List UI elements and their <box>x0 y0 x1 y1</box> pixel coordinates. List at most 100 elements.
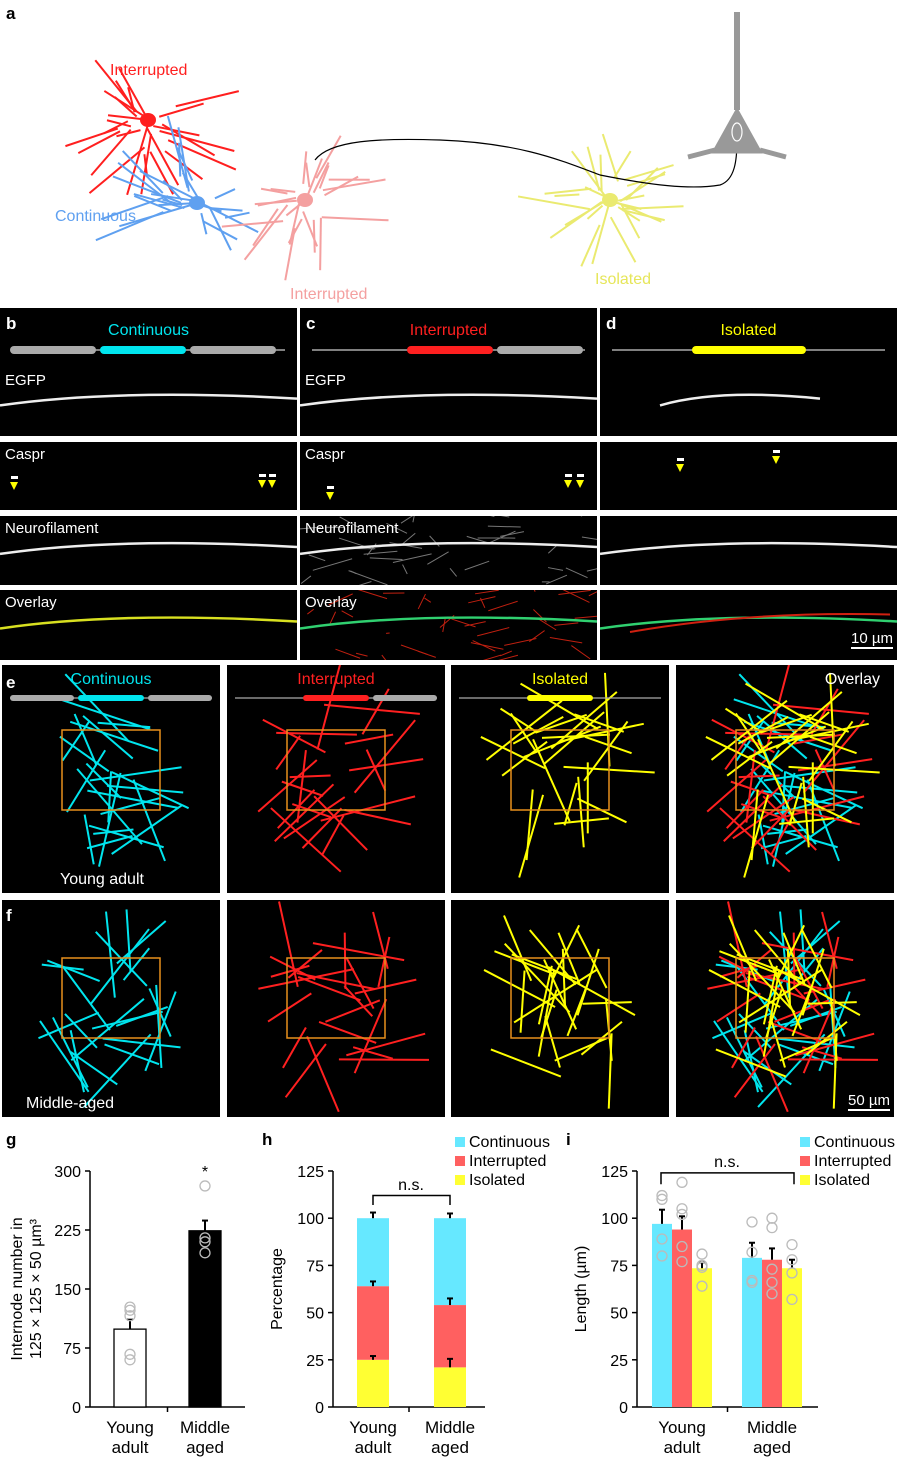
bar <box>188 1230 222 1408</box>
internode-trace <box>66 749 107 813</box>
internode-trace <box>738 968 824 1024</box>
internode-trace <box>345 956 375 1010</box>
significance-marker: * <box>202 1164 208 1181</box>
internode-trace <box>282 1026 307 1069</box>
internode-trace <box>320 795 416 822</box>
channel-label: Overlay <box>305 594 357 611</box>
internode-trace <box>732 796 795 840</box>
internode-trace <box>537 969 556 1057</box>
internode-trace <box>313 795 368 851</box>
internode-segment <box>527 695 593 701</box>
data-point <box>696 1280 708 1292</box>
internode-trace <box>728 915 758 982</box>
internode-trace <box>312 942 405 962</box>
legend-entry: Continuous <box>814 1134 895 1151</box>
data-point <box>766 1263 778 1275</box>
x-tick-label: adult <box>355 1438 392 1457</box>
data-point <box>766 1221 778 1234</box>
internode-trace <box>559 722 644 743</box>
x-tick-label: aged <box>431 1438 469 1457</box>
data-point <box>786 1293 798 1306</box>
bar-interrupted <box>762 1259 782 1407</box>
internode-trace <box>537 965 553 1025</box>
internode-trace <box>733 1043 776 1098</box>
internode-trace <box>582 1001 632 1005</box>
internode-trace <box>761 789 853 810</box>
arrowhead-icon <box>676 464 684 472</box>
internode-trace <box>93 828 134 835</box>
data-point <box>199 1232 211 1244</box>
internode-trace <box>787 1058 878 1061</box>
tracing-title-overlay: Overlay <box>824 671 880 688</box>
significance-label: n.s. <box>398 1177 424 1194</box>
internode-trace <box>743 794 770 878</box>
y-tick-label: 0 <box>72 1400 81 1417</box>
internode-trace <box>82 715 134 760</box>
oligodendrocyte-interrupted-bottom <box>221 135 389 281</box>
internode-trace <box>826 936 840 988</box>
internode-trace <box>344 733 394 745</box>
legend-swatch <box>800 1137 810 1147</box>
neuron-diagram: Interrupted Continuous Interrupted Isola… <box>55 12 787 303</box>
internode-segment <box>100 346 186 354</box>
micrograph-isolated-caspr <box>600 442 897 510</box>
data-point <box>124 1354 136 1366</box>
roi-box <box>61 729 161 811</box>
internode-trace <box>778 1043 834 1066</box>
x-tick-label: adult <box>112 1438 149 1457</box>
internode-trace <box>809 735 857 755</box>
arrowhead-icon <box>326 492 334 500</box>
data-point <box>766 1212 778 1224</box>
data-point <box>676 1176 688 1188</box>
x-tick-label: adult <box>664 1438 701 1457</box>
internode-trace <box>86 834 133 850</box>
data-point <box>656 1233 668 1245</box>
micrograph-isolated-neurofilament <box>600 516 897 585</box>
internode-segment <box>303 695 369 701</box>
y-tick-label: 100 <box>297 1211 324 1228</box>
internode-trace <box>768 959 803 1030</box>
internode-trace <box>730 780 773 797</box>
internode-segment <box>373 695 437 701</box>
internode-trace <box>125 909 132 972</box>
internode-trace <box>807 1001 857 1005</box>
internode-trace <box>83 814 95 865</box>
data-point <box>199 1247 211 1259</box>
channel-label: Neurofilament <box>5 520 99 537</box>
internode-trace <box>750 807 792 849</box>
internode-trace <box>762 824 838 849</box>
micrograph-interrupted-egfp: EGFP <box>300 368 597 436</box>
internode-trace <box>767 1021 826 1044</box>
tracing-e-interrupted: Interrupted <box>227 665 445 893</box>
legend-swatch <box>800 1175 810 1185</box>
internode-trace <box>761 942 854 962</box>
tracing-e-overlay: Overlay <box>676 665 894 893</box>
panel-label-d: d <box>606 314 617 333</box>
internode-segment <box>407 346 493 354</box>
internode-trace <box>802 776 810 848</box>
data-point <box>124 1348 136 1360</box>
internode-trace <box>705 736 771 770</box>
roi-box <box>510 729 610 811</box>
x-tick-label: Middle <box>425 1418 475 1437</box>
micrograph-isolated-overlay: 10 µm <box>600 590 897 660</box>
myelin-schematic <box>312 346 585 354</box>
bar-interrupted <box>672 1229 692 1407</box>
internode-trace <box>106 784 184 794</box>
tracing-e-isolated: Isolated <box>451 665 669 893</box>
internode-segment <box>148 695 212 701</box>
internode-trace <box>723 783 784 842</box>
y-tick-label: 150 <box>54 1282 81 1299</box>
x-tick-label: aged <box>186 1438 224 1457</box>
internode-trace <box>277 789 316 829</box>
channel-label: Neurofilament <box>305 520 399 537</box>
roi-box <box>61 957 161 1039</box>
internode-trace <box>111 771 190 810</box>
internode-trace <box>278 901 299 988</box>
internode-trace <box>116 920 167 965</box>
panel-label-b: b <box>6 314 17 333</box>
y-tick-label: 0 <box>619 1400 628 1417</box>
bar-segment-continuous <box>357 1218 389 1287</box>
data-point <box>676 1255 688 1268</box>
comparison-bracket <box>660 1172 795 1185</box>
